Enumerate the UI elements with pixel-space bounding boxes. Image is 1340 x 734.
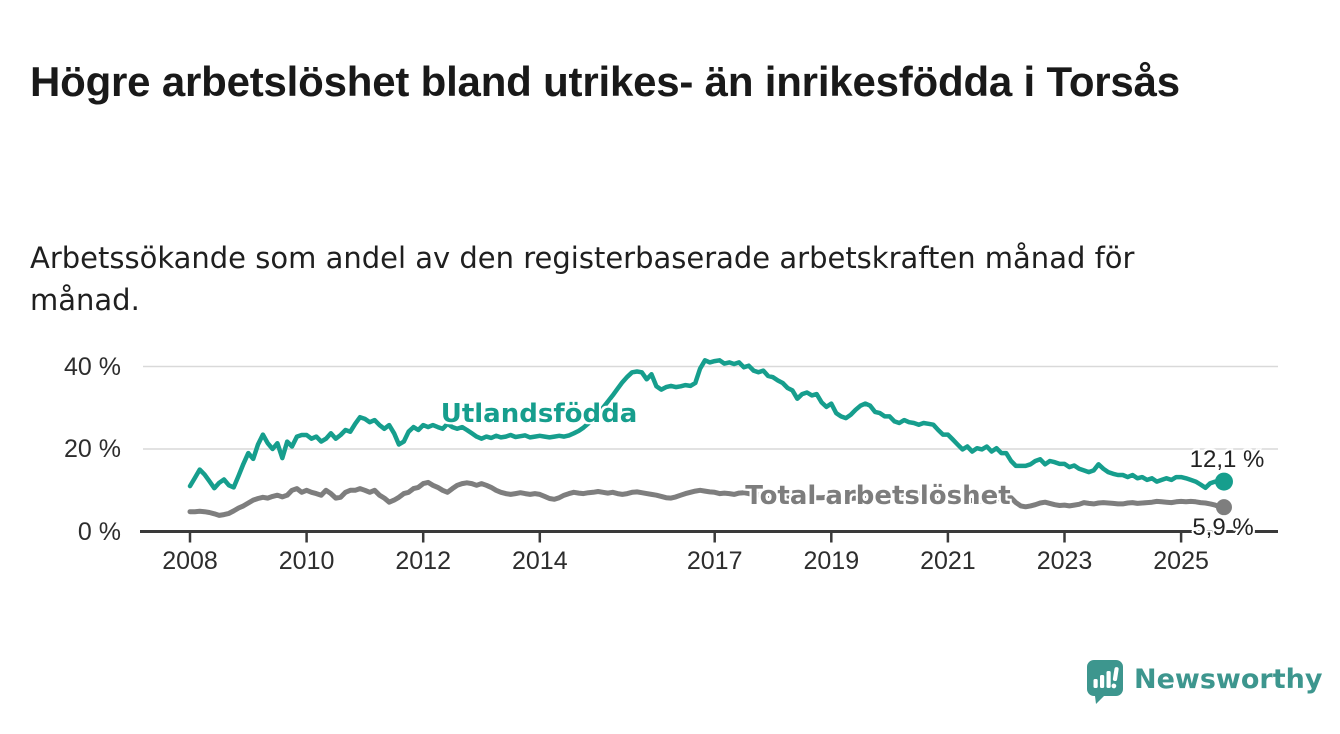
series-label-total-arbetsloshet: Total arbetslöshet (745, 481, 1011, 511)
gridlines (143, 365, 1278, 450)
newsworthy-wordmark: Newsworthy (1134, 663, 1323, 695)
end-value-label-utlandsfodda: 12,1 % (1189, 446, 1265, 473)
x-tick-label-2014: 2014 (511, 547, 568, 575)
bar-2 (1100, 675, 1105, 688)
series-label-utlandsfodda: Utlandsfödda (440, 399, 638, 429)
x-tick-label-2008: 2008 (162, 547, 218, 575)
newsworthy-speech-bubble-bar-chart-icon (1087, 660, 1123, 704)
y-tick-label-0: 0 % (77, 517, 121, 546)
x-tick-label-2023: 2023 (1036, 547, 1093, 575)
x-tick-label-2012: 2012 (395, 547, 451, 575)
end-dot-total-arbetsl-shet (1215, 499, 1232, 516)
exclamation-mark (1111, 667, 1119, 689)
x-tick-label-2019: 2019 (803, 547, 860, 575)
y-tick-label-40: 40 % (64, 352, 121, 381)
x-tick-label-2017: 2017 (686, 547, 743, 575)
x-axis (140, 530, 1278, 543)
line-utlandsf-dda (187, 358, 1223, 491)
x-tick-label-2021: 2021 (920, 547, 976, 575)
bar-3 (1106, 671, 1111, 688)
end-dot-utlandsf-dda (1214, 472, 1233, 491)
page-title: Högre arbetslöshet bland utrikes- än inr… (30, 58, 1180, 106)
speech-bubble-shape (1087, 660, 1123, 704)
y-tick-label-20: 20 % (64, 435, 121, 463)
x-tick-label-2010: 2010 (278, 547, 335, 575)
x-tick-label-2025: 2025 (1153, 547, 1209, 575)
data-series-lines (187, 358, 1233, 518)
end-value-label-total: 5,9 % (1192, 514, 1254, 541)
bar-1 (1093, 679, 1098, 688)
line-total-arbetsl-shet (187, 479, 1223, 518)
page-subtitle: Arbetssökande som andel av den registerb… (30, 241, 1135, 318)
newsworthy-logo: Newsworthy (1086, 659, 1322, 705)
